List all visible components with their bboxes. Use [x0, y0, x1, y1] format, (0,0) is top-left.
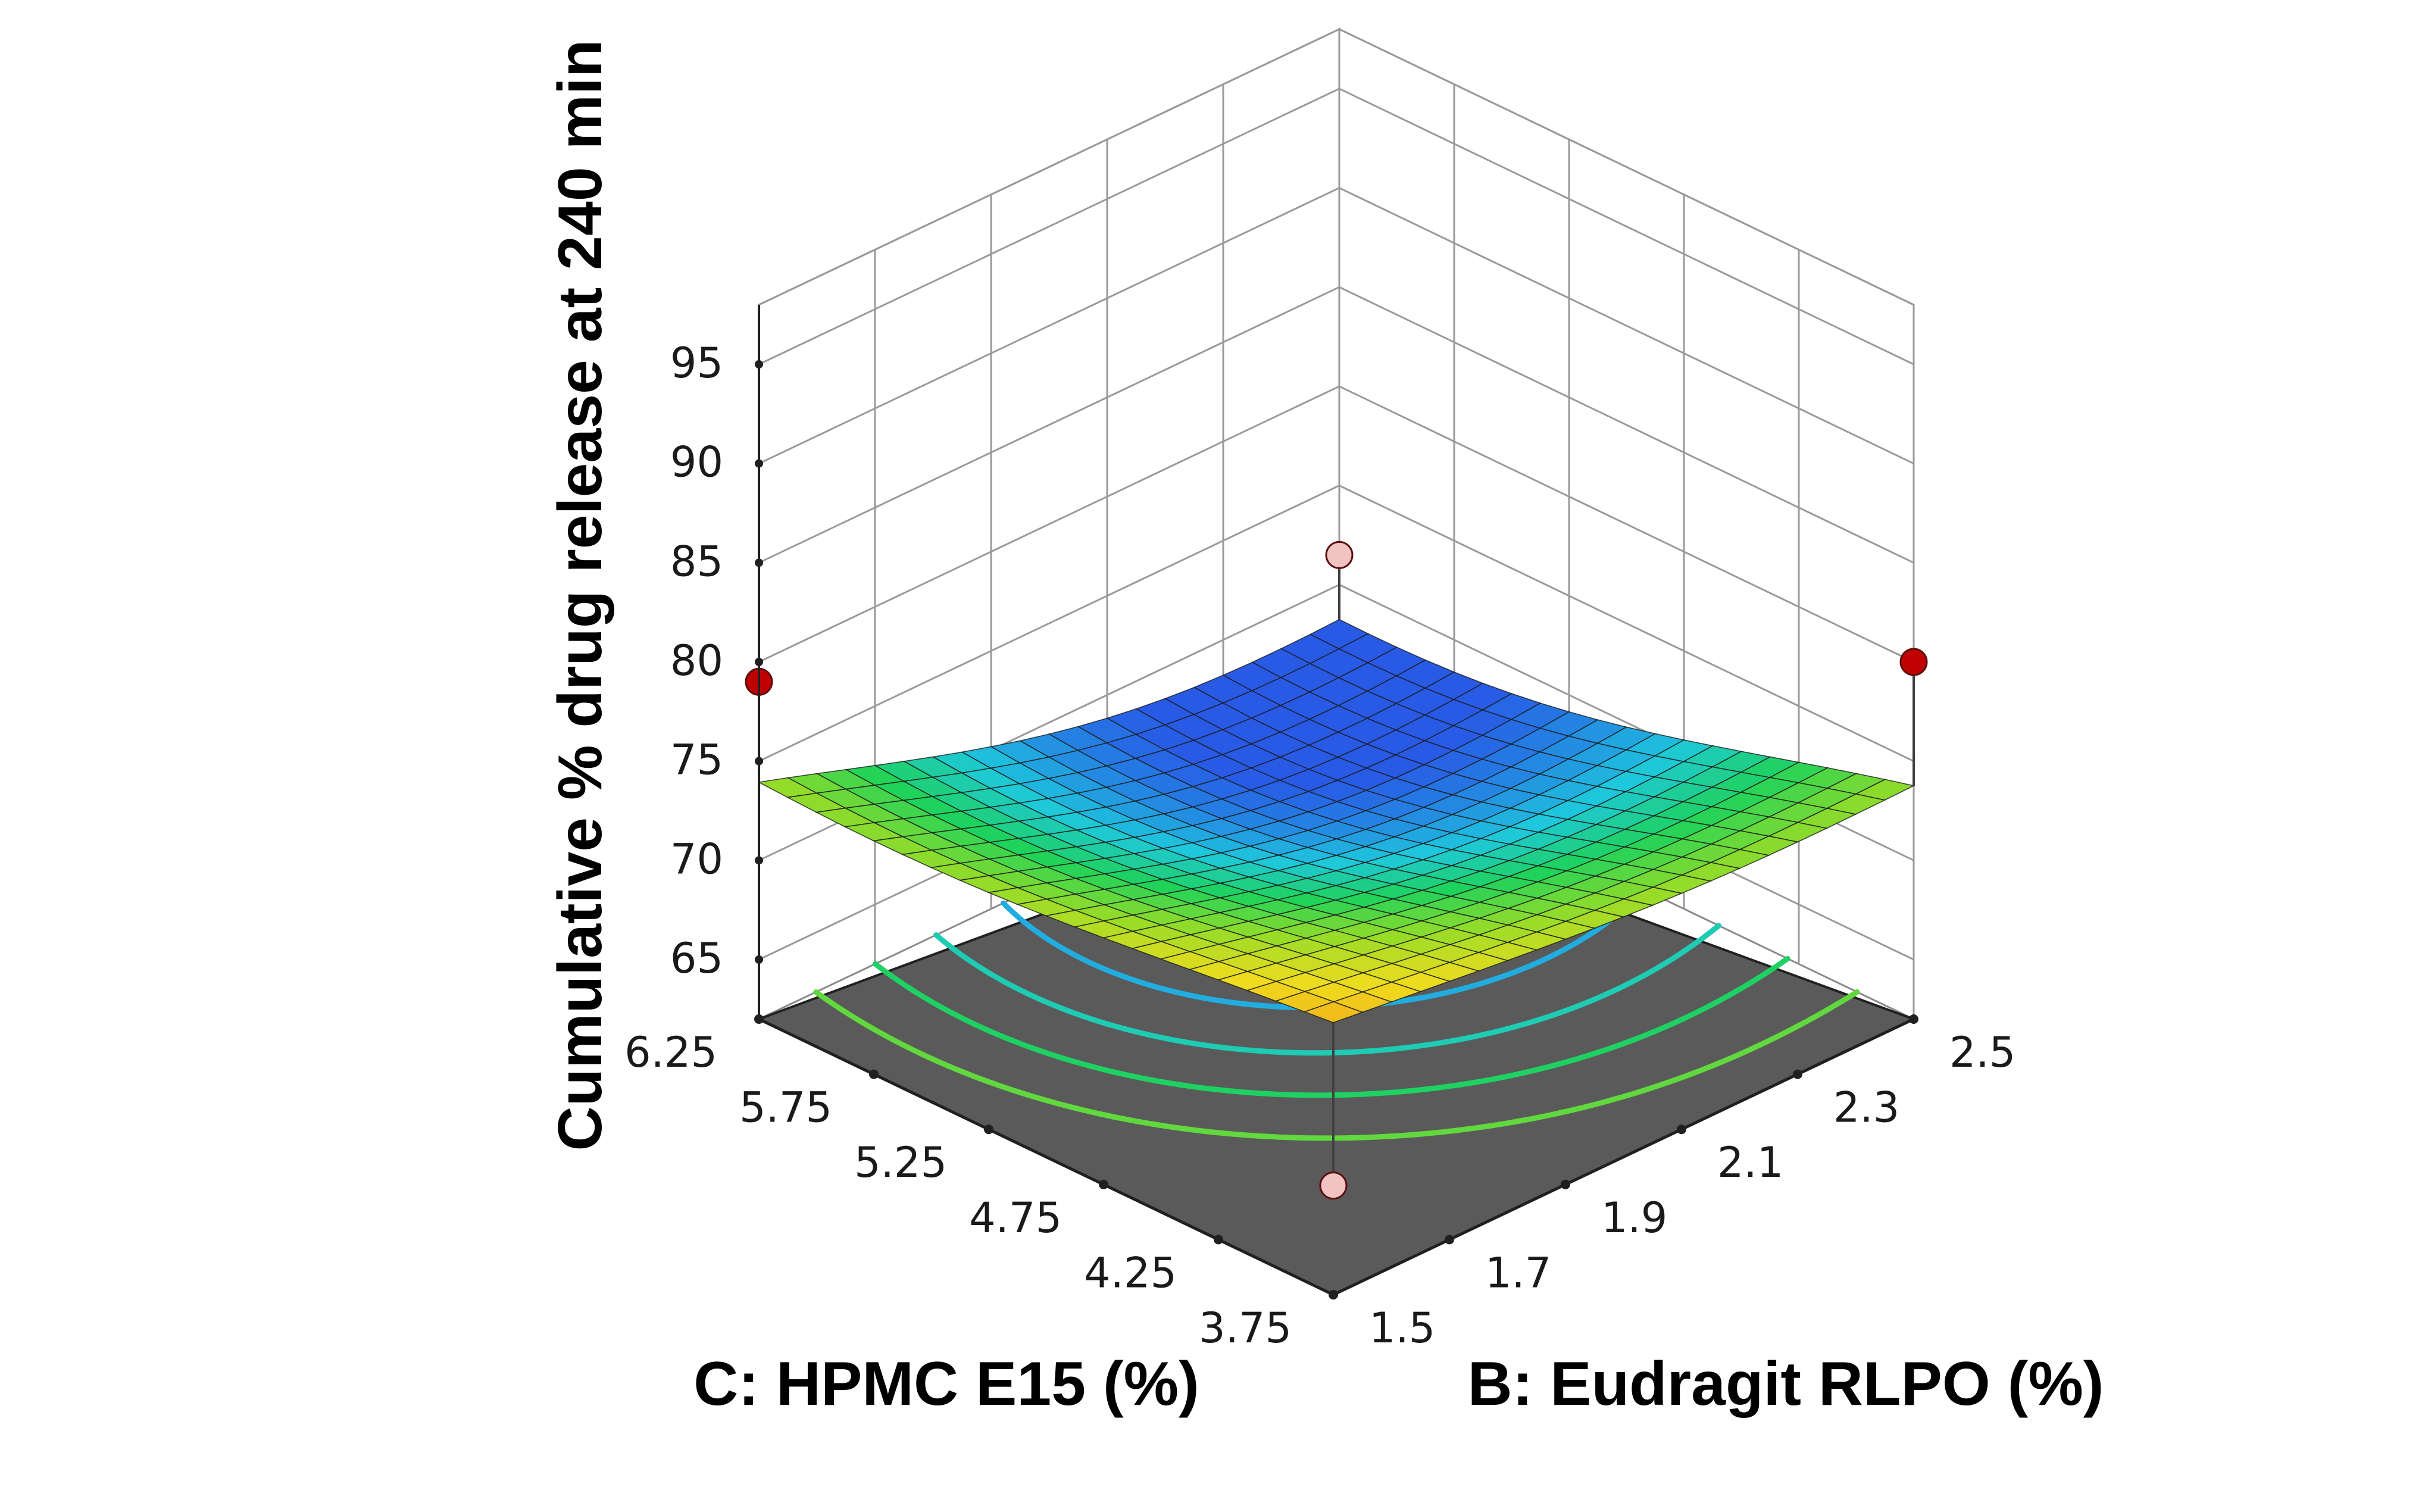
- y-tick-mark: [1793, 1069, 1802, 1079]
- design-point: [1319, 1172, 1348, 1200]
- y-tick-label: 1.9: [1601, 1194, 1667, 1242]
- z-tick-mark: [755, 856, 763, 865]
- z-tick-mark: [755, 558, 763, 567]
- response-surface: [757, 618, 1915, 1023]
- z-tick-label: 70: [670, 835, 723, 883]
- contour-line: [872, 955, 1790, 1098]
- x-tick-label: 5.25: [854, 1138, 947, 1187]
- x-axis-line: [758, 1017, 1335, 1297]
- y-tick-label: 2.3: [1833, 1083, 1899, 1132]
- z-tick-label: 80: [670, 636, 723, 685]
- y-tick-label: 1.5: [1369, 1304, 1435, 1352]
- y-tick-label: 2.1: [1717, 1138, 1783, 1187]
- z-tick-label: 75: [670, 736, 723, 785]
- z-tick-mark: [755, 955, 763, 964]
- surface-cell: [1303, 1001, 1364, 1023]
- tick-labels: 95 90 85 80 75 70 65 6.25 5.75 5.25 4.75 4.25 3.75 1.…: [624, 339, 2015, 1352]
- y-axis-title: B: Eudragit RLPO (%): [1468, 1349, 2104, 1419]
- z-tick-mark: [755, 459, 763, 468]
- z-tick-mark: [755, 658, 763, 666]
- x-tick-label: 3.75: [1199, 1304, 1292, 1352]
- x-tick-label: 5.75: [739, 1083, 832, 1132]
- y-axis-line: [1332, 1017, 1915, 1297]
- y-tick-mark: [1329, 1290, 1338, 1299]
- x-tick-mark: [869, 1069, 879, 1079]
- x-tick-mark: [1099, 1179, 1108, 1189]
- design-points-below: [1319, 541, 1354, 1200]
- y-tick-mark: [1445, 1235, 1454, 1245]
- y-tick-mark: [1909, 1014, 1918, 1024]
- z-tick-label: 85: [670, 537, 723, 586]
- x-axis-title: C: HPMC E15 (%): [693, 1349, 1199, 1419]
- z-axis-title: Cumulative % drug release at 240 min: [546, 40, 615, 1151]
- x-tick-mark: [1214, 1235, 1223, 1245]
- y-tick-label: 1.7: [1485, 1248, 1551, 1297]
- x-tick-label: 4.25: [1084, 1248, 1177, 1297]
- x-tick-label: 6.25: [624, 1028, 717, 1077]
- z-tick-label: 90: [670, 438, 723, 487]
- y-tick-mark: [1561, 1179, 1570, 1189]
- y-tick-mark: [1677, 1124, 1686, 1135]
- x-tick-label: 4.75: [969, 1194, 1062, 1242]
- z-tick-label: 65: [670, 934, 723, 983]
- z-tick-mark: [755, 757, 763, 766]
- y-tick-label: 2.5: [1949, 1028, 2015, 1077]
- design-point: [1325, 541, 1354, 569]
- x-tick-mark: [984, 1124, 993, 1135]
- x-tick-mark: [754, 1014, 764, 1024]
- z-tick-mark: [755, 360, 763, 368]
- z-tick-label: 95: [670, 339, 723, 388]
- design-point: [1899, 648, 1928, 676]
- contour-line: [933, 923, 1722, 1056]
- contour-line: [813, 989, 1860, 1141]
